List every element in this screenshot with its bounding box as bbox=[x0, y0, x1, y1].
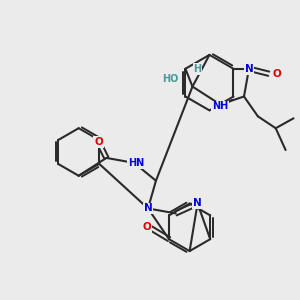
Text: O: O bbox=[272, 69, 281, 79]
Text: N: N bbox=[244, 64, 253, 74]
Text: HO: HO bbox=[163, 74, 179, 84]
Text: NH: NH bbox=[212, 101, 228, 111]
Text: HN: HN bbox=[128, 158, 144, 168]
Text: O: O bbox=[94, 137, 103, 147]
Text: H: H bbox=[194, 64, 202, 74]
Text: N: N bbox=[144, 203, 152, 214]
Text: O: O bbox=[143, 222, 152, 232]
Text: N: N bbox=[193, 199, 202, 208]
